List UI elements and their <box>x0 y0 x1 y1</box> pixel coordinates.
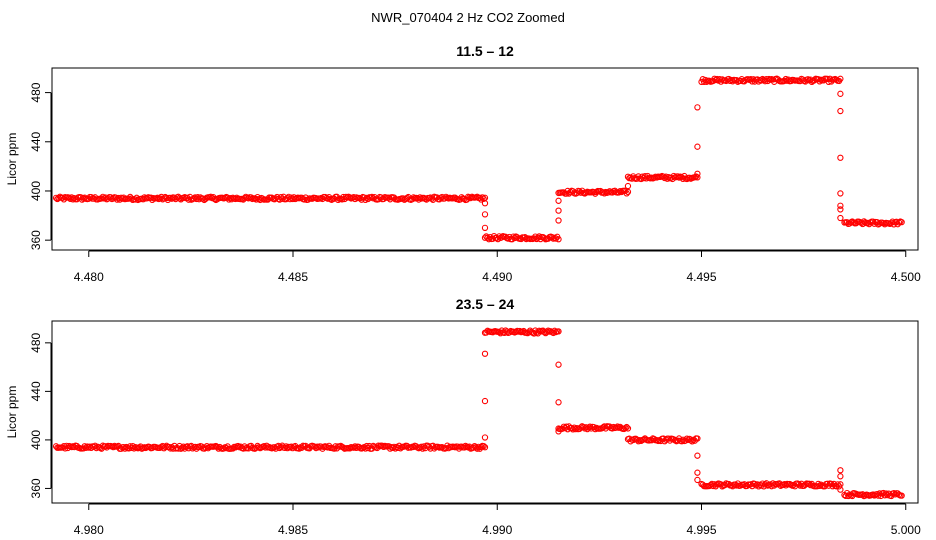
data-point <box>510 233 517 240</box>
transition-point <box>481 200 489 207</box>
data-point <box>898 492 905 499</box>
transition-point <box>694 170 701 177</box>
data-point <box>573 425 581 432</box>
plot-frame <box>51 67 919 251</box>
x-tick-label: 4.995 <box>686 523 716 537</box>
data-point <box>837 75 844 82</box>
data-point <box>614 423 621 430</box>
data-point <box>898 218 905 226</box>
y-tick-label: 360 <box>29 478 43 498</box>
figure-title: NWR_070404 2 Hz CO2 Zoomed <box>371 10 565 25</box>
data-point <box>674 173 681 180</box>
x-tick-label: 4.485 <box>278 270 308 284</box>
data-point <box>624 188 632 196</box>
data-point <box>710 482 717 490</box>
data-point <box>624 425 632 432</box>
x-tick-label: 4.985 <box>278 523 308 537</box>
y-tick-label: 440 <box>29 381 43 401</box>
y-axis-label: Licor ppm <box>5 133 19 186</box>
data-point <box>845 492 852 500</box>
y-tick-label: 400 <box>29 430 43 450</box>
transition-point <box>694 452 701 459</box>
x-tick-label: 5.000 <box>891 523 921 537</box>
data-point <box>555 328 562 335</box>
transition-point <box>837 467 844 474</box>
plot-frame <box>51 320 919 504</box>
transition-point <box>555 361 562 368</box>
transition-point <box>837 486 844 493</box>
x-tick-label: 4.990 <box>482 523 512 537</box>
data-points <box>52 327 905 500</box>
panel-title: 23.5 – 24 <box>456 296 515 312</box>
data-point <box>551 327 558 334</box>
transition-point <box>837 107 844 115</box>
data-point <box>121 445 129 452</box>
data-point <box>410 194 417 201</box>
transition-point <box>555 217 562 224</box>
data-point <box>622 424 629 432</box>
data-point <box>479 194 486 201</box>
transition-point <box>837 154 844 161</box>
data-point <box>545 327 552 334</box>
y-tick-label: 480 <box>29 333 43 353</box>
transition-point <box>837 90 844 97</box>
transition-point <box>694 143 701 150</box>
x-tick-label: 4.500 <box>891 270 921 284</box>
data-point <box>623 190 630 197</box>
data-point <box>609 425 616 432</box>
transition-point <box>481 397 489 405</box>
data-point <box>694 435 701 442</box>
x-tick-label: 4.480 <box>74 270 104 284</box>
data-point <box>623 423 630 431</box>
x-tick-label: 4.495 <box>686 270 716 284</box>
y-tick-label: 360 <box>29 230 43 250</box>
transition-point <box>481 224 489 232</box>
panel-11-5-12: 11.5 – 12 Licor ppm 360 400 440 480 4.480 4.485… <box>5 43 921 284</box>
transition-point <box>694 469 701 476</box>
transition-point <box>837 190 844 197</box>
data-point <box>69 196 77 203</box>
y-tick-label: 480 <box>29 82 43 102</box>
transition-point <box>555 197 562 204</box>
data-point <box>694 174 701 181</box>
data-point <box>601 190 608 197</box>
transition-point <box>837 214 844 222</box>
data-point <box>555 236 562 243</box>
x-tick-label: 4.490 <box>482 270 512 284</box>
transition-point <box>555 207 562 214</box>
data-point <box>581 425 588 432</box>
data-point <box>481 444 489 451</box>
data-point <box>678 438 685 445</box>
transition-point <box>837 206 844 213</box>
transition-point <box>694 476 701 484</box>
panel-23-5-24: 23.5 – 24 Licor ppm 360 400 440 480 4.980 4.985… <box>5 296 921 537</box>
panel-title: 11.5 – 12 <box>456 43 514 59</box>
y-tick-label: 400 <box>29 181 43 201</box>
transition-point <box>624 182 632 190</box>
data-point <box>505 235 512 242</box>
data-points <box>52 75 905 243</box>
transition-point <box>481 350 489 357</box>
data-point <box>576 188 583 195</box>
transition-point <box>837 473 844 480</box>
y-axis-label: Licor ppm <box>5 386 19 439</box>
data-point <box>687 437 695 444</box>
data-point <box>713 481 721 488</box>
transition-point <box>555 399 562 406</box>
x-tick-label: 4.980 <box>74 523 104 537</box>
transition-point <box>481 434 489 441</box>
data-point <box>689 438 696 445</box>
transition-point <box>837 202 844 209</box>
data-point <box>480 442 487 450</box>
transition-point <box>694 104 701 111</box>
data-point <box>895 219 903 226</box>
y-tick-label: 440 <box>29 131 43 151</box>
transition-point <box>555 428 562 435</box>
transition-point <box>481 211 489 218</box>
data-point <box>635 438 642 445</box>
